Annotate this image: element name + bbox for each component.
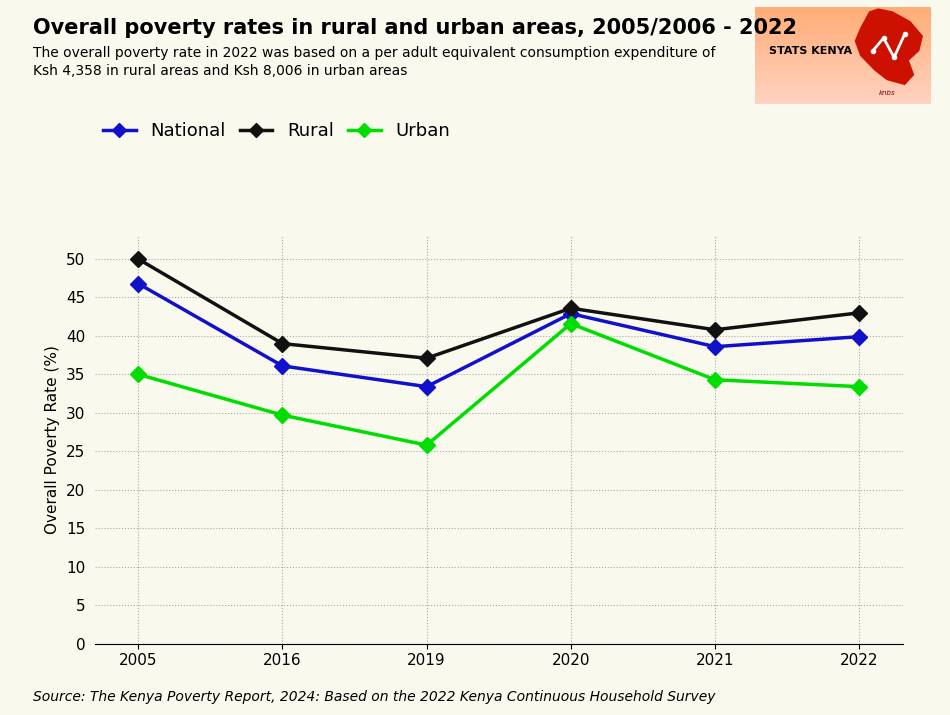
National — [133, 280, 144, 288]
Line: Rural: Rural — [133, 253, 864, 364]
Rural — [421, 354, 432, 363]
Bar — [755, 41, 931, 46]
National — [853, 332, 864, 341]
National — [710, 342, 721, 351]
Legend: National, Rural, Urban: National, Rural, Urban — [96, 114, 457, 147]
Bar — [755, 21, 931, 26]
Bar — [755, 70, 931, 75]
Rural — [853, 309, 864, 317]
Bar — [755, 16, 931, 21]
Bar — [755, 94, 931, 99]
Polygon shape — [855, 9, 922, 84]
Bar — [755, 79, 931, 84]
Bar — [755, 36, 931, 41]
Rural — [276, 340, 288, 348]
Rural — [710, 325, 721, 334]
Rural — [565, 304, 577, 312]
National — [421, 383, 432, 391]
Urban — [853, 383, 864, 391]
Urban — [133, 370, 144, 379]
Text: Overall poverty rates in rural and urban areas, 2005/2006 - 2022: Overall poverty rates in rural and urban… — [33, 18, 797, 38]
Urban — [421, 441, 432, 450]
Urban — [276, 411, 288, 420]
Bar — [755, 56, 931, 60]
Bar — [755, 46, 931, 51]
Text: Source: The Kenya Poverty Report, 2024: Based on the 2022 Kenya Continuous House: Source: The Kenya Poverty Report, 2024: … — [33, 690, 715, 704]
Text: Ksh 4,358 in rural areas and Ksh 8,006 in urban areas: Ksh 4,358 in rural areas and Ksh 8,006 i… — [33, 64, 408, 79]
Text: STATS KENYA: STATS KENYA — [770, 46, 852, 56]
Text: The overall poverty rate in 2022 was based on a per adult equivalent consumption: The overall poverty rate in 2022 was bas… — [33, 46, 715, 61]
Bar — [755, 65, 931, 70]
Urban — [565, 320, 577, 328]
National — [565, 310, 577, 318]
Bar — [755, 12, 931, 16]
Bar — [755, 60, 931, 65]
Bar — [755, 75, 931, 79]
Bar — [755, 99, 931, 104]
Bar — [755, 7, 931, 12]
Line: Urban: Urban — [133, 318, 864, 450]
Bar — [755, 26, 931, 31]
Bar — [755, 84, 931, 89]
National — [276, 362, 288, 370]
Bar — [755, 89, 931, 94]
Y-axis label: Overall Poverty Rate (%): Overall Poverty Rate (%) — [46, 345, 61, 534]
Bar — [755, 31, 931, 36]
Rural — [133, 255, 144, 263]
Urban — [710, 375, 721, 384]
Text: knbs: knbs — [879, 90, 895, 96]
Line: National: National — [133, 278, 864, 393]
Bar — [755, 51, 931, 56]
